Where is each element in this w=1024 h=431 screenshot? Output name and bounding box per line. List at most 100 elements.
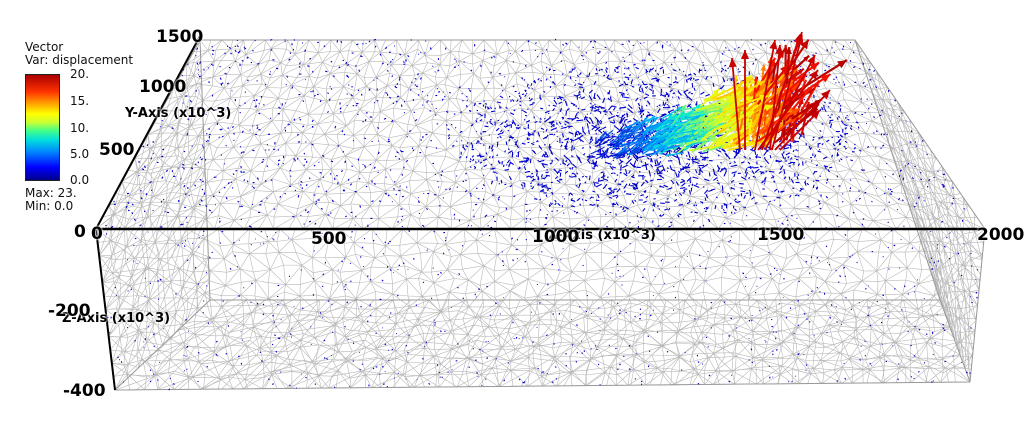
displacement-arrow [615, 145, 620, 151]
color-legend: Vector Var: displacement 20. 15. 10. 5.0… [25, 40, 133, 220]
y-tick-label: 1000 [139, 77, 187, 97]
displacement-arrow [645, 151, 656, 158]
y-tick-label: 0 [74, 222, 86, 242]
displacement-arrow [643, 118, 658, 133]
displacement-arrow [605, 138, 610, 143]
displacement-arrow [622, 146, 630, 154]
z-tick-label: -400 [63, 381, 106, 401]
legend-tick: 10. [70, 121, 90, 135]
displacement-arrow [614, 153, 625, 157]
displacement-arrow [707, 102, 731, 114]
displacement-arrow [665, 152, 683, 157]
displacement-arrow [623, 134, 636, 138]
displacement-vector-glyphs [586, 31, 848, 160]
displacement-arrow [629, 144, 636, 151]
x-tick-label: 0 [91, 224, 103, 244]
displacement-arrow [754, 57, 777, 94]
displacement-arrow [697, 99, 726, 111]
displacement-arrow [599, 150, 608, 158]
legend-color-bar [25, 74, 60, 181]
y-axis-title: Y-Axis (x10^3) [125, 106, 232, 121]
displacement-arrow [644, 123, 658, 130]
displacement-arrow [634, 137, 645, 150]
displacement-arrow [706, 108, 733, 128]
displacement-arrow [774, 89, 831, 151]
displacement-arrow [606, 136, 614, 139]
mesh-face [854, 39, 986, 383]
mesh-outline [95, 39, 986, 391]
displacement-arrow [619, 128, 626, 135]
displacement-arrow [633, 146, 645, 154]
y-tick-label: 1500 [156, 27, 204, 47]
x-tick-label: 500 [311, 229, 347, 249]
displacement-arrow [673, 128, 704, 139]
z-axis-line [95, 228, 116, 391]
displacement-arrow [645, 115, 655, 125]
displacement-arrow [752, 76, 758, 102]
displacement-arrow [736, 80, 765, 99]
displacement-arrow [586, 155, 593, 158]
displacement-arrow [662, 135, 675, 146]
displacement-arrow [618, 156, 625, 159]
displacement-arrow [614, 134, 624, 145]
displacement-arrow [630, 150, 640, 154]
displacement-arrow [613, 154, 620, 157]
displacement-arrow [673, 123, 691, 129]
displacement-arrow [676, 133, 697, 142]
legend-tick: 20. [70, 67, 90, 81]
displacement-arrow [605, 135, 611, 139]
legend-title: Vector [25, 40, 64, 54]
displacement-arrow [784, 73, 832, 106]
displacement-arrow [603, 147, 609, 154]
displacement-arrow [685, 137, 718, 145]
displacement-arrow [600, 131, 607, 141]
x-axis-title: X-Axis (x10^3) [548, 228, 656, 243]
displacement-arrow [764, 54, 816, 151]
y-tick-label: 500 [99, 140, 135, 160]
displacement-arrow [779, 109, 821, 151]
displacement-arrow [609, 135, 616, 141]
displacement-arrow [599, 131, 607, 139]
displacement-arrow [619, 129, 627, 138]
legend-tick: 0.0 [70, 173, 90, 187]
displacement-arrow [617, 147, 627, 155]
displacement-arrow [728, 57, 741, 151]
axis-lines [95, 35, 985, 391]
y-axis-line [95, 35, 201, 230]
displacement-arrow [770, 62, 777, 87]
displacement-arrow [617, 126, 626, 138]
displacement-arrow [710, 95, 733, 102]
displacement-arrow [779, 61, 820, 92]
legend-min: Min: 0.0 [25, 199, 74, 213]
z-axis-title: Z-Axis (x10^3) [62, 311, 171, 326]
displacement-arrow [626, 130, 638, 136]
x-tick-label: 1500 [757, 225, 805, 245]
displacement-arrow [757, 69, 819, 151]
displacement-arrow [638, 132, 648, 142]
legend-tick: 5.0 [70, 147, 90, 161]
displacement-arrow [645, 137, 658, 148]
legend-max: Max: 23. [25, 186, 77, 200]
displacement-arrow [623, 133, 631, 142]
displacement-arrow [703, 124, 721, 131]
displacement-arrow [609, 138, 615, 143]
displacement-arrow [791, 84, 814, 111]
displacement-arrow [650, 147, 665, 157]
displacement-arrow [740, 50, 750, 150]
displacement-arrow [638, 138, 648, 149]
displacement-arrow [672, 119, 692, 136]
displacement-arrow [603, 129, 614, 139]
displacement-arrow [630, 147, 638, 152]
displacement-arrow [670, 107, 686, 127]
x-tick-label: 1000 [532, 227, 580, 247]
displacement-arrow [661, 106, 683, 120]
displacement-arrow [747, 119, 753, 145]
displacement-arrow [594, 144, 601, 147]
displacement-arrow [665, 104, 687, 123]
displacement-arrow [666, 139, 690, 145]
displacement-arrow [710, 76, 754, 100]
displacement-arrow [615, 142, 623, 147]
displacement-arrow [607, 154, 612, 159]
displacement-arrow [629, 140, 645, 144]
